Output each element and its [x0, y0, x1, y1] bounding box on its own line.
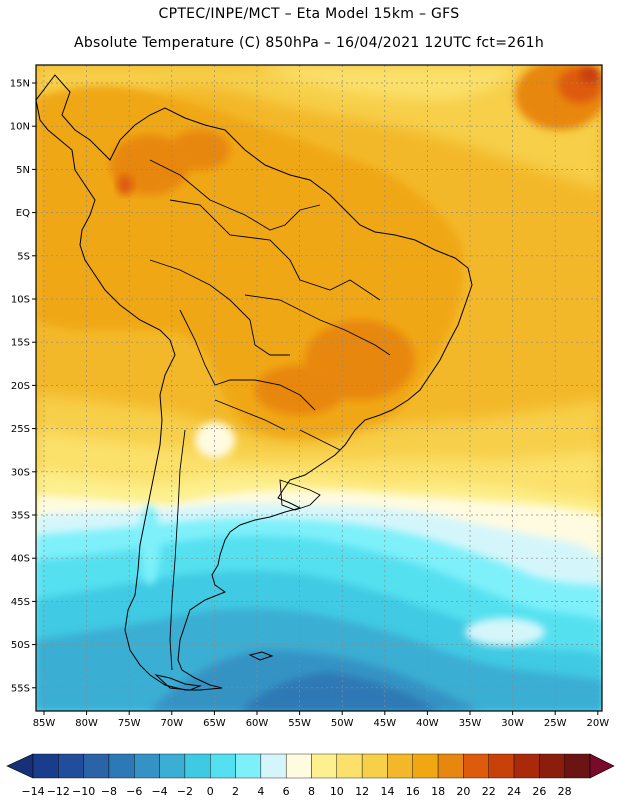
coastlines	[36, 74, 473, 691]
colorbar: −14 −12 −10 −8 −6 −4 −2 0 2 4 6 8 10 12 14 16 18 20 22 24 26…	[6, 753, 615, 798]
colorbar-swatch	[361, 753, 388, 779]
lon-tick-label: 70W	[160, 718, 183, 729]
colorbar-swatch	[134, 753, 160, 779]
warm-eddy	[465, 618, 545, 646]
colorbar-label: −12	[47, 785, 70, 798]
lon-tick-label: 20W	[586, 718, 609, 729]
colorbar-label: 20	[456, 785, 470, 798]
colorbar-swatch	[285, 753, 312, 779]
band-minus8-minus6	[240, 672, 440, 711]
colorbar-swatch	[412, 753, 439, 779]
lon-tick-label: 80W	[75, 718, 98, 729]
falklands	[248, 651, 274, 661]
lon-tick-label: 30W	[501, 718, 524, 729]
colorbar-swatch	[463, 753, 489, 779]
colorbar-label: −2	[177, 785, 193, 798]
lat-tick-label: 10S	[11, 295, 30, 306]
colorbar-swatch	[210, 753, 236, 779]
colorbar-swatch	[235, 753, 262, 779]
colorbar-label: −4	[151, 785, 167, 798]
tierra-del-fuego	[154, 674, 202, 691]
colorbar-label: 16	[406, 785, 420, 798]
cuyo-cool-spot	[195, 422, 235, 458]
lat-tick-label: EQ	[16, 208, 30, 219]
band-20-22-parana	[255, 365, 345, 415]
colorbar-label: 4	[257, 785, 264, 798]
lat-tick-label: 40S	[11, 554, 30, 565]
lat-tick-label: 25S	[11, 424, 30, 435]
colorbar-swatch	[184, 753, 211, 779]
colorbar-swatch	[58, 753, 84, 779]
lon-tick-label: 45W	[373, 718, 396, 729]
colorbar-label: −10	[72, 785, 95, 798]
lat-tick-label: 55S	[11, 683, 30, 694]
colorbar-label: 18	[431, 785, 445, 798]
colorbar-label: 12	[355, 785, 369, 798]
colorbar-swatch	[83, 753, 110, 779]
colorbar-label: −6	[126, 785, 142, 798]
lon-tick-label: 40W	[416, 718, 439, 729]
south-america-coastline	[36, 74, 473, 691]
colorbar-label: 22	[482, 785, 496, 798]
colorbar-swatch	[336, 753, 363, 779]
colorbar-swatch	[387, 753, 413, 779]
lat-tick-label: 35S	[11, 511, 30, 522]
lat-tick-label: 15S	[11, 338, 30, 349]
lon-tick-label: 50W	[331, 718, 354, 729]
colorbar-label: 0	[207, 785, 214, 798]
colorbar-label: 24	[507, 785, 521, 798]
colorbar-swatch	[488, 753, 515, 779]
colorbar-label: −8	[101, 785, 117, 798]
colorbar-swatch	[311, 753, 338, 779]
colorbar-label: 2	[232, 785, 239, 798]
lat-tick-label: 30S	[11, 467, 30, 478]
graticule	[36, 65, 602, 711]
lat-tick-label: 20S	[11, 381, 30, 392]
rio-de-la-plata	[279, 479, 321, 511]
colorbar-swatch	[159, 753, 186, 779]
lat-tick-label: 50S	[11, 640, 30, 651]
longitude-axis: 85W 80W 75W 70W 65W 60W 55W 50W 45W 40W 35W 30W 25W 2…	[33, 711, 609, 729]
colorbar-label: 10	[330, 785, 344, 798]
colorbar-swatch	[564, 753, 591, 779]
lon-tick-label: 35W	[459, 718, 482, 729]
colorbar-label: 6	[283, 785, 290, 798]
lon-tick-label: 60W	[246, 718, 269, 729]
colorbar-left-arrow	[6, 753, 34, 779]
lat-tick-label: 15N	[10, 79, 30, 90]
colorbar-swatch	[108, 753, 135, 779]
band-12-14-north	[260, 65, 520, 100]
temperature-field	[36, 65, 602, 711]
colorbar-swatch	[513, 753, 540, 779]
colorbar-swatch	[260, 753, 287, 779]
colorbar-swatch	[32, 753, 59, 779]
colorbar-label: 14	[380, 785, 394, 798]
band-22-24-colombia	[117, 175, 133, 195]
lat-tick-label: 10N	[10, 122, 30, 133]
lon-tick-label: 65W	[203, 718, 226, 729]
lon-tick-label: 25W	[544, 718, 567, 729]
colorbar-label: 28	[558, 785, 572, 798]
lat-tick-label: 45S	[11, 597, 30, 608]
map-frame	[35, 64, 603, 712]
lon-tick-label: 75W	[118, 718, 141, 729]
andes-cold-spot	[140, 505, 160, 585]
colorbar-label: −14	[21, 785, 44, 798]
lon-tick-label: 85W	[33, 718, 56, 729]
title-line-2: Absolute Temperature (C) 850hPa – 16/04/…	[73, 35, 545, 51]
title-line-1: CPTEC/INPE/MCT – Eta Model 15km – GFS	[158, 6, 460, 22]
colorbar-label: 8	[308, 785, 315, 798]
colorbar-swatch	[539, 753, 565, 779]
band-20-22-venezuela	[170, 130, 230, 170]
colorbar-right-arrow	[589, 753, 615, 779]
country-borders	[149, 159, 391, 671]
lon-tick-label: 55W	[288, 718, 311, 729]
colorbar-swatch	[437, 753, 464, 779]
band-24-26	[580, 66, 600, 84]
lat-tick-label: 5N	[16, 165, 30, 176]
colorbar-label: 26	[532, 785, 546, 798]
lat-tick-label: 5S	[17, 251, 30, 262]
latitude-axis: 15N 10N 5N EQ 5S 10S 15S 20S 25S 30S 35S 40S 45S 50S 5…	[10, 79, 36, 694]
